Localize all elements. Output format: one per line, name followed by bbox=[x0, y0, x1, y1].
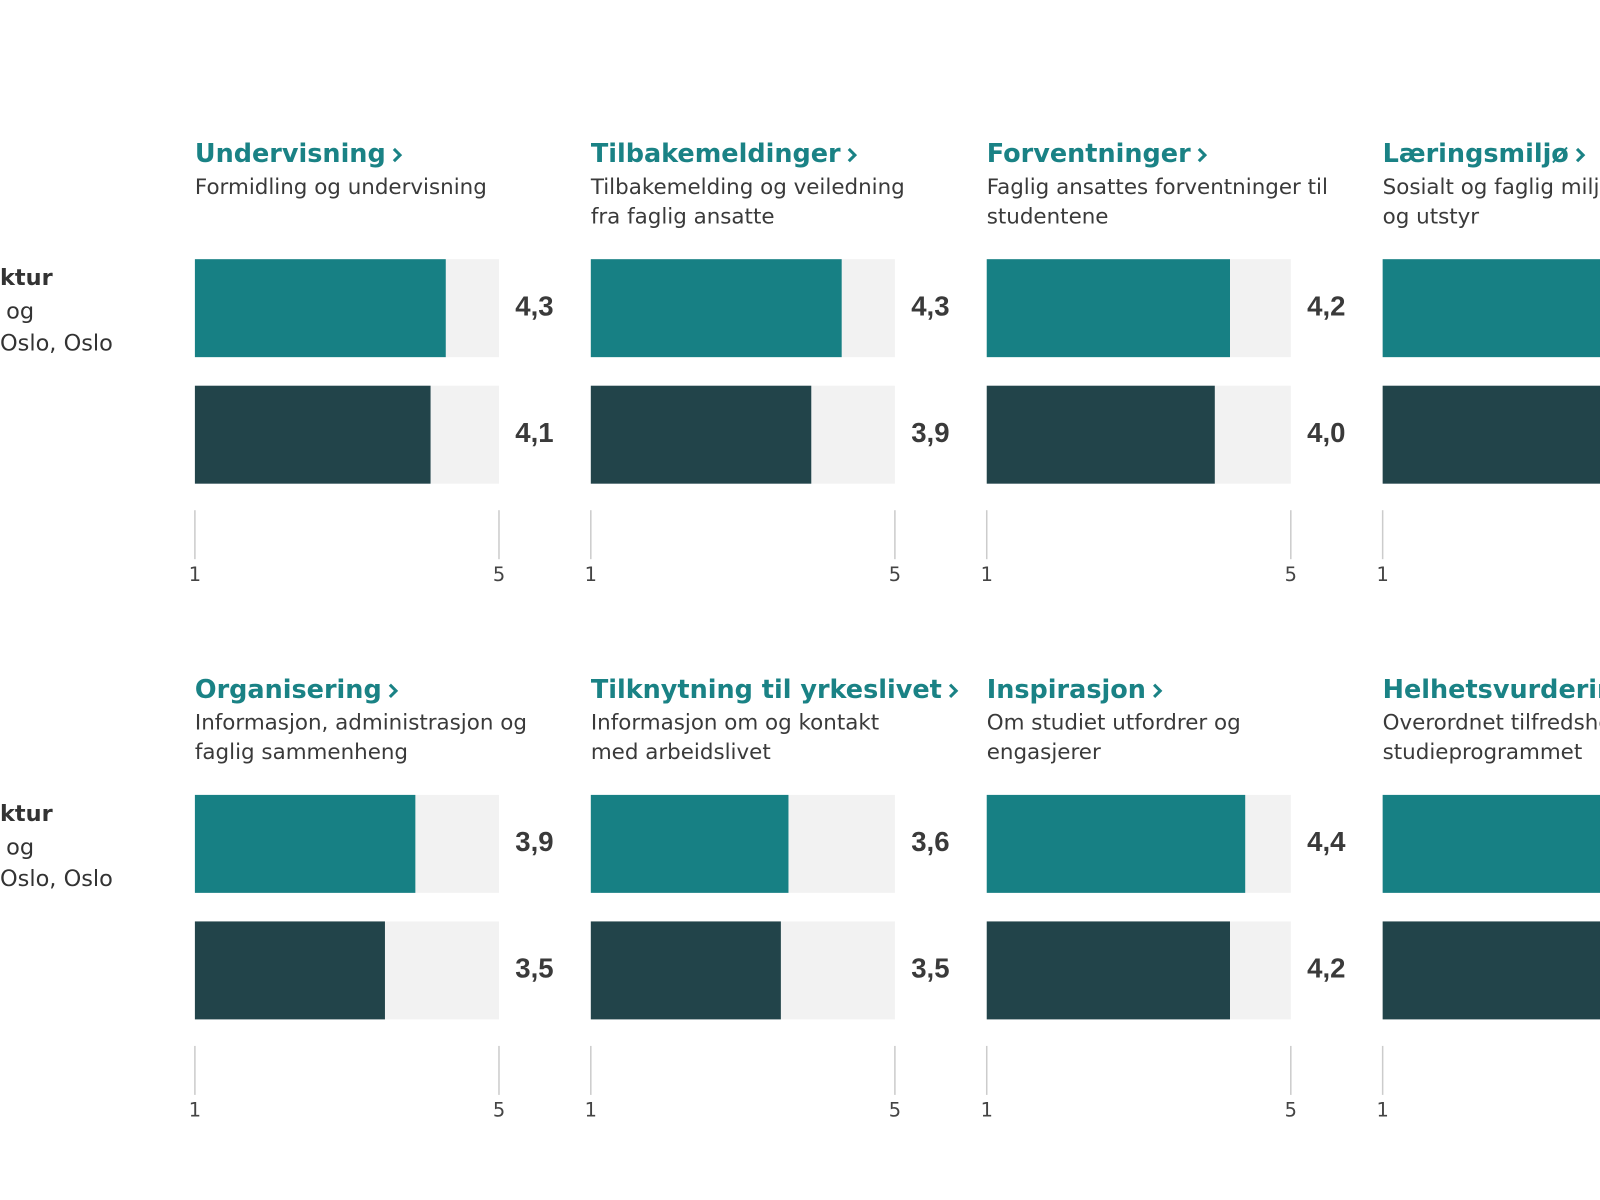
bar bbox=[194, 921, 385, 1020]
tick-label: 5 bbox=[493, 563, 505, 586]
value-label: 4,3 bbox=[911, 290, 949, 321]
bar bbox=[1382, 259, 1600, 358]
panel-description: fra faglig ansatte bbox=[591, 204, 775, 229]
tick-label: 5 bbox=[889, 563, 901, 586]
value-label: 4,2 bbox=[1307, 290, 1345, 321]
panel-description: studieprogrammet bbox=[1383, 740, 1583, 765]
value-label: 3,5 bbox=[515, 953, 553, 984]
bar bbox=[194, 794, 416, 893]
tick-label: 5 bbox=[889, 1099, 901, 1122]
panel-title[interactable]: Tilknytning til yrkeslivet bbox=[591, 675, 942, 705]
bar bbox=[986, 921, 1230, 1020]
bar bbox=[590, 794, 789, 893]
title-chevron[interactable] bbox=[948, 683, 959, 699]
panel-description: Formidling og undervisning bbox=[195, 175, 487, 200]
panel-description: og utstyr bbox=[1383, 204, 1480, 229]
title-chevron[interactable] bbox=[1153, 683, 1163, 699]
bar bbox=[590, 921, 781, 1020]
bar bbox=[590, 385, 812, 484]
tick-label: 1 bbox=[1376, 1099, 1388, 1122]
tick-label: 1 bbox=[189, 563, 201, 586]
value-label: 3,5 bbox=[911, 953, 949, 984]
bar bbox=[986, 794, 1246, 893]
bar bbox=[194, 385, 431, 484]
panel-title[interactable]: Inspirasjon bbox=[987, 675, 1146, 705]
tick-label: 1 bbox=[585, 1099, 597, 1122]
tick-label: 1 bbox=[189, 1099, 201, 1122]
tick-label: 1 bbox=[981, 1099, 993, 1122]
tick-label: 5 bbox=[1285, 563, 1297, 586]
panel-description: faglig sammenheng bbox=[195, 740, 408, 765]
bar bbox=[986, 385, 1215, 484]
value-label: 4,0 bbox=[1307, 417, 1345, 448]
tick-label: 5 bbox=[493, 1099, 505, 1122]
bar bbox=[1382, 921, 1600, 1020]
panel-description: engasjerer bbox=[987, 740, 1101, 765]
value-label: 4,3 bbox=[515, 290, 553, 321]
legend-line: og bbox=[6, 299, 34, 325]
bar bbox=[590, 259, 842, 358]
value-label: 3,6 bbox=[911, 826, 949, 857]
tick-label: 5 bbox=[1285, 1099, 1297, 1122]
legend-line: Oslo, Oslo bbox=[0, 866, 113, 892]
value-label: 4,1 bbox=[515, 417, 553, 448]
bar bbox=[1382, 385, 1600, 484]
tick-label: 1 bbox=[1376, 563, 1388, 586]
value-label: 3,9 bbox=[911, 417, 949, 448]
panel-description: Informasjon om og kontakt bbox=[591, 710, 879, 735]
panel-description: Tilbakemelding og veiledning bbox=[590, 175, 905, 200]
legend-line: ktur bbox=[0, 801, 53, 827]
title-chevron[interactable] bbox=[1197, 147, 1208, 163]
panel-description: Om studiet utfordrer og bbox=[987, 710, 1241, 735]
title-chevron[interactable] bbox=[392, 147, 403, 163]
panel-title[interactable]: Tilbakemeldinger bbox=[591, 139, 841, 169]
panel-description: Sosialt og faglig miljø bbox=[1383, 175, 1600, 200]
panel-title[interactable]: Organisering bbox=[195, 675, 382, 705]
legend-line: ktur bbox=[0, 265, 53, 291]
value-label: 4,2 bbox=[1307, 953, 1345, 984]
panel-title[interactable]: Læringsmiljø bbox=[1383, 139, 1569, 169]
panel-title[interactable]: Helhetsvurdering bbox=[1383, 675, 1600, 705]
tick-label: 1 bbox=[585, 563, 597, 586]
panel-description: studentene bbox=[987, 204, 1109, 229]
panel-description: med arbeidslivet bbox=[591, 740, 771, 765]
panel-description: Faglig ansattes forventninger til bbox=[987, 175, 1328, 200]
title-chevron[interactable] bbox=[1575, 147, 1586, 163]
value-label: 4,4 bbox=[1307, 826, 1346, 857]
bar bbox=[1382, 794, 1600, 893]
title-chevron[interactable] bbox=[388, 683, 399, 699]
tick-label: 1 bbox=[981, 563, 993, 586]
value-label: 3,9 bbox=[515, 826, 553, 857]
title-chevron[interactable] bbox=[847, 147, 858, 163]
bar bbox=[986, 259, 1230, 358]
panel-title[interactable]: Undervisning bbox=[195, 139, 386, 169]
bar bbox=[194, 259, 446, 358]
legend-line: Oslo, Oslo bbox=[0, 330, 113, 356]
panel-title[interactable]: Forventninger bbox=[987, 139, 1191, 169]
panel-description: Overordnet tilfredshet bbox=[1383, 710, 1600, 735]
legend-line: og bbox=[6, 834, 34, 860]
panel-description: Informasjon, administrasjon og bbox=[195, 710, 527, 735]
